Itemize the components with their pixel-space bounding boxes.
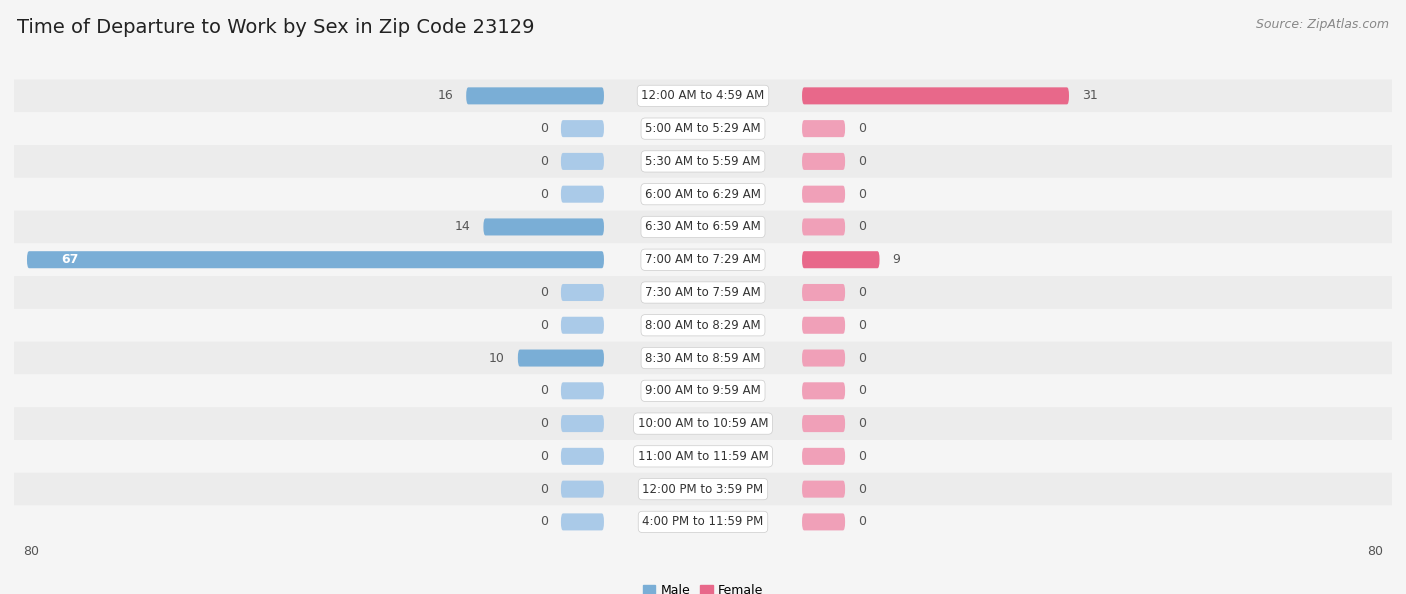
FancyBboxPatch shape: [561, 153, 605, 170]
Text: Source: ZipAtlas.com: Source: ZipAtlas.com: [1256, 18, 1389, 31]
Text: 0: 0: [540, 188, 548, 201]
Legend: Male, Female: Male, Female: [638, 579, 768, 594]
FancyBboxPatch shape: [517, 349, 605, 366]
FancyBboxPatch shape: [561, 284, 605, 301]
Text: 0: 0: [858, 384, 866, 397]
FancyBboxPatch shape: [801, 87, 1069, 105]
Text: 12:00 AM to 4:59 AM: 12:00 AM to 4:59 AM: [641, 89, 765, 102]
Text: 0: 0: [858, 352, 866, 365]
Text: 0: 0: [540, 483, 548, 495]
FancyBboxPatch shape: [14, 112, 1392, 145]
FancyBboxPatch shape: [801, 317, 845, 334]
FancyBboxPatch shape: [561, 317, 605, 334]
Text: 9: 9: [893, 253, 900, 266]
Text: 7:00 AM to 7:29 AM: 7:00 AM to 7:29 AM: [645, 253, 761, 266]
FancyBboxPatch shape: [801, 219, 845, 235]
FancyBboxPatch shape: [467, 87, 605, 105]
Text: 5:00 AM to 5:29 AM: 5:00 AM to 5:29 AM: [645, 122, 761, 135]
FancyBboxPatch shape: [801, 415, 845, 432]
Text: 80: 80: [22, 545, 39, 558]
Text: 6:00 AM to 6:29 AM: 6:00 AM to 6:29 AM: [645, 188, 761, 201]
Text: 0: 0: [540, 450, 548, 463]
FancyBboxPatch shape: [14, 440, 1392, 473]
FancyBboxPatch shape: [801, 448, 845, 465]
Text: 5:30 AM to 5:59 AM: 5:30 AM to 5:59 AM: [645, 155, 761, 168]
Text: 0: 0: [540, 155, 548, 168]
FancyBboxPatch shape: [801, 383, 845, 399]
Text: 11:00 AM to 11:59 AM: 11:00 AM to 11:59 AM: [638, 450, 768, 463]
FancyBboxPatch shape: [14, 407, 1392, 440]
FancyBboxPatch shape: [27, 251, 605, 268]
Text: 14: 14: [454, 220, 471, 233]
Text: 7:30 AM to 7:59 AM: 7:30 AM to 7:59 AM: [645, 286, 761, 299]
FancyBboxPatch shape: [484, 219, 605, 235]
FancyBboxPatch shape: [14, 276, 1392, 309]
FancyBboxPatch shape: [14, 178, 1392, 210]
Text: 0: 0: [858, 483, 866, 495]
FancyBboxPatch shape: [561, 448, 605, 465]
Text: 0: 0: [540, 122, 548, 135]
Text: Time of Departure to Work by Sex in Zip Code 23129: Time of Departure to Work by Sex in Zip …: [17, 18, 534, 37]
Text: 10: 10: [489, 352, 505, 365]
Text: 4:00 PM to 11:59 PM: 4:00 PM to 11:59 PM: [643, 516, 763, 529]
FancyBboxPatch shape: [801, 251, 880, 268]
Text: 0: 0: [540, 384, 548, 397]
Text: 0: 0: [858, 220, 866, 233]
FancyBboxPatch shape: [14, 473, 1392, 505]
FancyBboxPatch shape: [801, 284, 845, 301]
Text: 10:00 AM to 10:59 AM: 10:00 AM to 10:59 AM: [638, 417, 768, 430]
FancyBboxPatch shape: [801, 513, 845, 530]
Text: 6:30 AM to 6:59 AM: 6:30 AM to 6:59 AM: [645, 220, 761, 233]
Text: 8:30 AM to 8:59 AM: 8:30 AM to 8:59 AM: [645, 352, 761, 365]
FancyBboxPatch shape: [561, 120, 605, 137]
Text: 8:00 AM to 8:29 AM: 8:00 AM to 8:29 AM: [645, 319, 761, 332]
Text: 0: 0: [540, 516, 548, 529]
Text: 9:00 AM to 9:59 AM: 9:00 AM to 9:59 AM: [645, 384, 761, 397]
FancyBboxPatch shape: [801, 349, 845, 366]
Text: 0: 0: [858, 516, 866, 529]
Text: 0: 0: [540, 417, 548, 430]
Text: 0: 0: [858, 188, 866, 201]
Text: 0: 0: [858, 122, 866, 135]
FancyBboxPatch shape: [801, 120, 845, 137]
Text: 31: 31: [1083, 89, 1098, 102]
Text: 0: 0: [858, 286, 866, 299]
FancyBboxPatch shape: [561, 481, 605, 498]
Text: 67: 67: [62, 253, 79, 266]
FancyBboxPatch shape: [14, 244, 1392, 276]
FancyBboxPatch shape: [14, 80, 1392, 112]
FancyBboxPatch shape: [561, 513, 605, 530]
FancyBboxPatch shape: [801, 481, 845, 498]
FancyBboxPatch shape: [801, 153, 845, 170]
FancyBboxPatch shape: [14, 342, 1392, 374]
Text: 0: 0: [540, 319, 548, 332]
FancyBboxPatch shape: [14, 210, 1392, 244]
Text: 12:00 PM to 3:59 PM: 12:00 PM to 3:59 PM: [643, 483, 763, 495]
Text: 80: 80: [1367, 545, 1384, 558]
Text: 0: 0: [858, 450, 866, 463]
FancyBboxPatch shape: [561, 186, 605, 203]
Text: 0: 0: [858, 155, 866, 168]
Text: 0: 0: [858, 417, 866, 430]
FancyBboxPatch shape: [14, 309, 1392, 342]
Text: 0: 0: [540, 286, 548, 299]
Text: 16: 16: [437, 89, 453, 102]
FancyBboxPatch shape: [14, 505, 1392, 538]
FancyBboxPatch shape: [14, 145, 1392, 178]
FancyBboxPatch shape: [561, 415, 605, 432]
FancyBboxPatch shape: [561, 383, 605, 399]
FancyBboxPatch shape: [14, 374, 1392, 407]
FancyBboxPatch shape: [801, 186, 845, 203]
Text: 0: 0: [858, 319, 866, 332]
